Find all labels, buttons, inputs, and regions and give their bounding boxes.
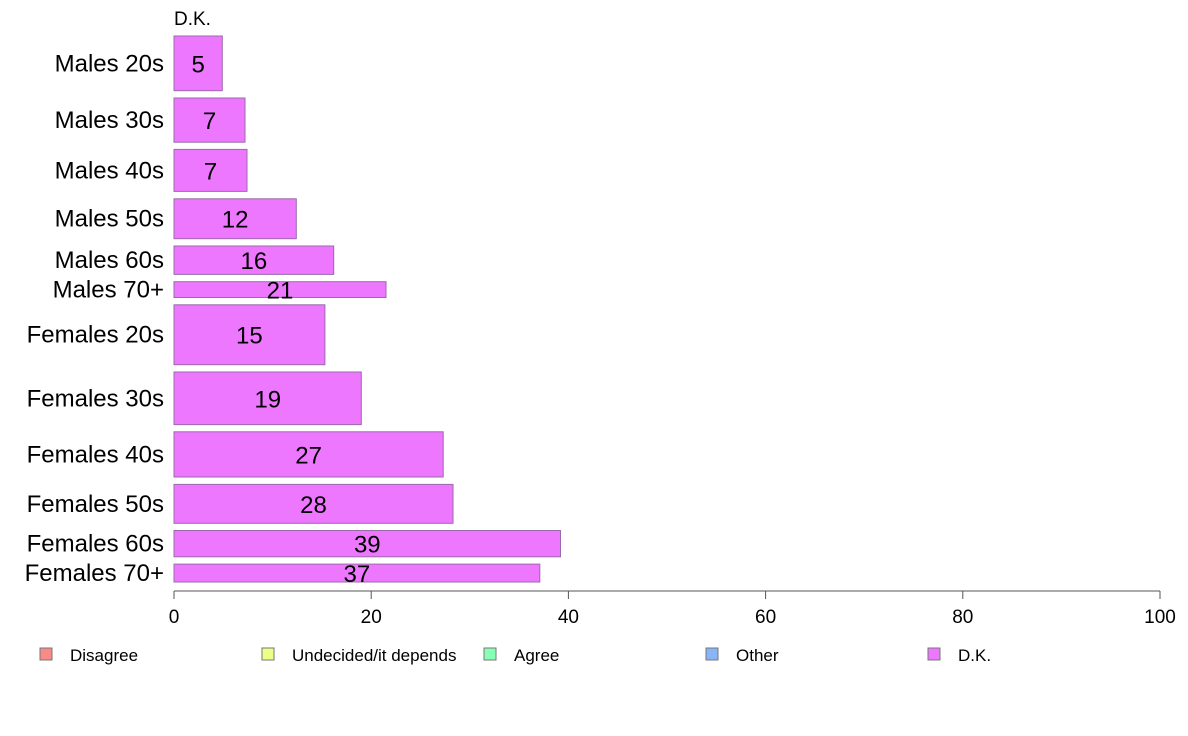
bar [173, 530, 561, 558]
bars-group: Males 20s 5 Males 30s 7 Males 40s 7 Males 50s 1… [25, 35, 561, 588]
bar [173, 198, 297, 240]
bar [173, 148, 248, 192]
bar [173, 304, 326, 366]
x-tick-label: 80 [952, 607, 973, 628]
x-tick-label: 40 [558, 607, 579, 628]
data-label: 19 [254, 386, 281, 413]
category-label: Females 20s [27, 322, 164, 349]
legend-label: Disagree [70, 646, 138, 665]
category-label: Males 70+ [53, 277, 164, 304]
legend-swatch [261, 647, 275, 661]
x-tick-label: 20 [361, 607, 382, 628]
data-label: 16 [241, 248, 268, 275]
bar [173, 371, 362, 426]
bar [173, 563, 541, 583]
data-label: 7 [203, 108, 216, 135]
data-label: 5 [192, 51, 205, 78]
data-label: 12 [222, 207, 249, 234]
data-label: 37 [344, 561, 371, 588]
category-label: Males 30s [55, 107, 164, 134]
legend-swatch [927, 647, 941, 661]
data-label: 7 [204, 158, 217, 185]
bar [173, 483, 454, 524]
category-label: Males 40s [55, 157, 164, 184]
category-label: Females 40s [27, 442, 164, 469]
bar [173, 245, 335, 275]
data-label: 15 [236, 323, 263, 350]
x-axis: 0 20 40 60 80 100 [169, 590, 1176, 628]
category-label: Females 60s [27, 531, 164, 558]
data-label: 27 [295, 443, 322, 470]
bar [173, 35, 223, 92]
legend-label: Other [736, 646, 779, 665]
legend-swatch [483, 647, 497, 661]
x-tick-label: 0 [169, 607, 180, 628]
x-tick-label: 60 [755, 607, 776, 628]
category-label: Females 30s [27, 385, 164, 412]
data-label: 39 [354, 532, 381, 559]
panel-title: D.K. [174, 9, 211, 30]
category-label: Males 20s [55, 50, 164, 77]
category-label: Males 50s [55, 206, 164, 233]
x-tick-label: 100 [1144, 607, 1176, 628]
legend-label: Undecided/it depends [292, 646, 456, 665]
legend: Disagree Undecided/it depends Agree Other D.… [39, 646, 991, 665]
category-label: Females 50s [27, 491, 164, 518]
legend-label: Agree [514, 646, 559, 665]
data-label: 21 [267, 278, 294, 305]
legend-swatch [705, 647, 719, 661]
bar [173, 97, 246, 143]
category-label: Males 60s [55, 247, 164, 274]
bar [173, 281, 387, 299]
legend-swatch [39, 647, 53, 661]
legend-label: D.K. [958, 646, 991, 665]
category-label: Females 70+ [25, 560, 164, 587]
bar [173, 431, 444, 478]
data-label: 28 [300, 492, 327, 519]
